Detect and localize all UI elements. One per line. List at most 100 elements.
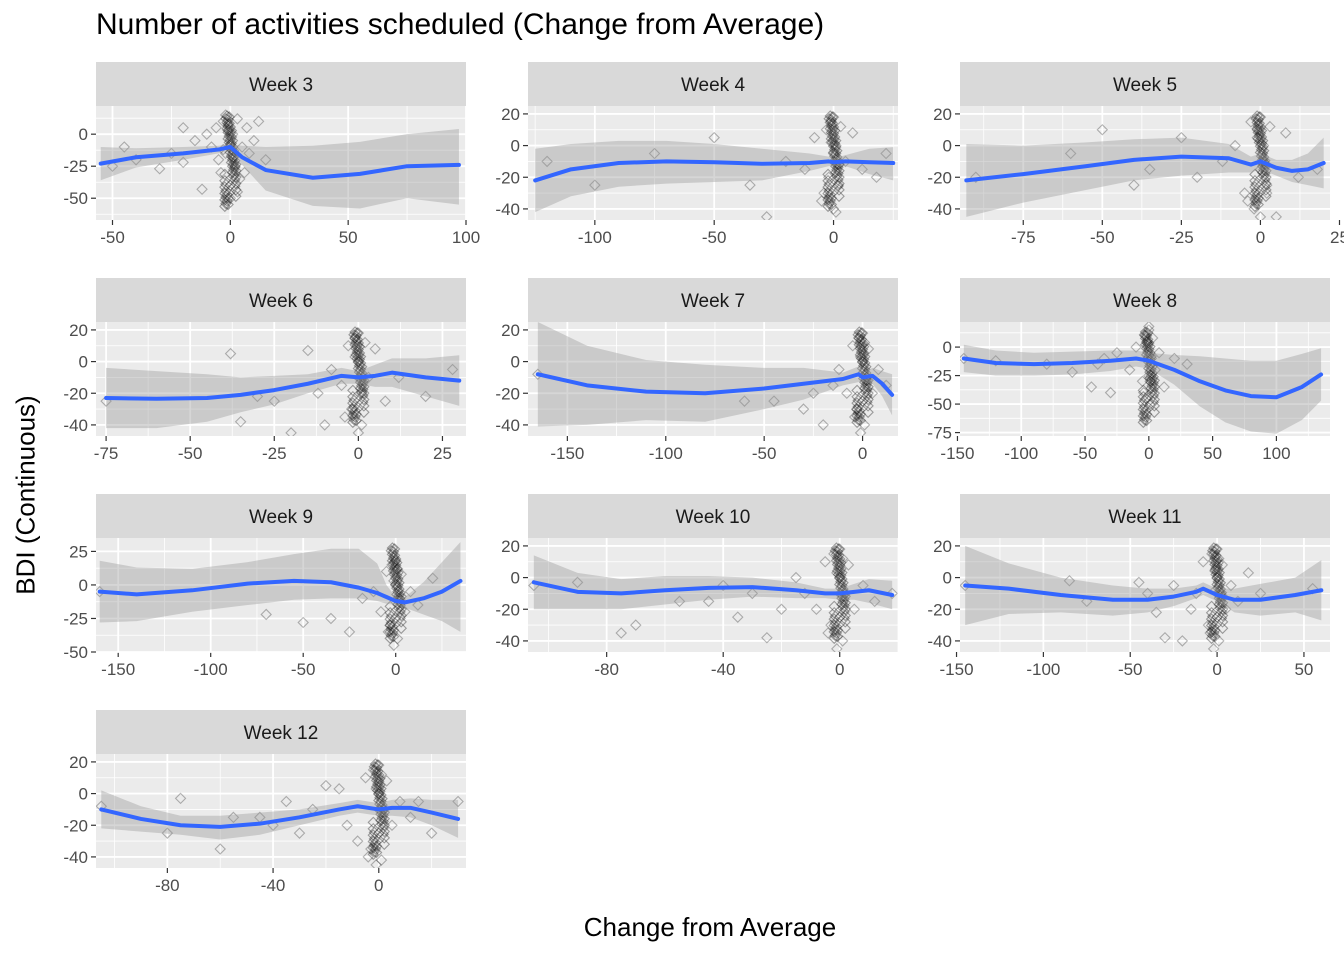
data-point [1249, 200, 1261, 213]
data-point [832, 174, 844, 186]
data-point [833, 572, 846, 584]
data-point [1210, 562, 1222, 574]
data-point [1249, 187, 1261, 200]
x-tick-label: 100 [452, 228, 480, 247]
data-point [1249, 194, 1261, 206]
data-point [224, 127, 237, 140]
data-point [827, 146, 840, 159]
panel-background [96, 106, 466, 220]
data-point [378, 825, 391, 838]
data-point [830, 620, 843, 633]
data-point [392, 579, 404, 592]
data-point [829, 134, 842, 147]
data-point [856, 163, 868, 176]
data-point [369, 764, 382, 777]
data-point [392, 566, 404, 579]
data-point [230, 190, 242, 203]
data-point [219, 147, 232, 160]
data-point [1252, 126, 1265, 139]
data-point [362, 851, 374, 863]
confidence-ribbon [966, 137, 1324, 217]
data-point [836, 566, 848, 579]
confidence-ribbon [537, 322, 893, 427]
data-point [259, 154, 272, 166]
data-point [375, 802, 387, 814]
data-point [870, 171, 883, 184]
data-point [1144, 340, 1156, 353]
data-point [855, 333, 868, 346]
data-point [268, 395, 281, 407]
data-point [1212, 569, 1224, 582]
data-point [347, 391, 359, 403]
data-point [854, 414, 867, 427]
data-point [223, 117, 236, 130]
facet-panel: Week 11 -150 -100 -50 0 50 20 0 -20 -40 [927, 494, 1330, 679]
data-point [1209, 558, 1221, 571]
facet-strip-label: Week 5 [1113, 75, 1177, 96]
data-point [836, 579, 848, 592]
data-point [828, 600, 841, 613]
data-point [1138, 407, 1151, 419]
data-point [248, 134, 260, 147]
data-point [822, 168, 834, 181]
data-point [854, 329, 867, 342]
data-point [1147, 370, 1160, 383]
data-point [1145, 370, 1157, 382]
data-point [829, 160, 842, 172]
y-tick-label: -20 [63, 384, 88, 403]
data-point [852, 407, 864, 419]
data-point [1207, 643, 1220, 652]
data-point [350, 414, 362, 427]
data-point [386, 627, 399, 639]
data-point [325, 612, 337, 625]
data-point [828, 124, 841, 137]
facet-strip-label: Week 3 [249, 75, 313, 96]
facet-strip [960, 62, 1330, 106]
data-point [1096, 123, 1109, 136]
x-tick-label: 50 [1294, 660, 1313, 679]
data-point [371, 778, 384, 790]
x-tick-label: -50 [1118, 660, 1143, 679]
data-point [394, 606, 406, 618]
data-point [220, 112, 232, 125]
data-point [392, 586, 404, 598]
data-point [1168, 352, 1181, 365]
data-point [1130, 341, 1142, 353]
data-point [222, 192, 234, 204]
y-tick-label: 0 [511, 569, 520, 588]
data-point [354, 363, 367, 376]
data-point [1250, 112, 1262, 125]
data-point [379, 395, 392, 407]
data-point [1229, 139, 1241, 152]
data-point [1191, 171, 1203, 184]
data-point [370, 840, 383, 852]
data-point [369, 343, 381, 355]
data-point [829, 141, 842, 153]
data-point [370, 781, 383, 793]
data-point [1255, 124, 1268, 137]
data-point [1111, 347, 1123, 359]
data-point [1253, 136, 1266, 149]
data-point [378, 819, 391, 831]
data-point [373, 827, 385, 839]
data-point [333, 783, 345, 795]
data-point [1249, 168, 1261, 181]
x-tick-label: 0 [1212, 660, 1221, 679]
data-point [391, 582, 403, 594]
data-point [221, 188, 233, 201]
data-point [827, 379, 839, 392]
data-point [1254, 163, 1267, 176]
data-point [832, 555, 845, 568]
facet-panel: Week 4 -100 -50 0 20 0 -20 -40 [495, 62, 898, 247]
data-point [196, 183, 208, 196]
data-point [835, 569, 847, 582]
data-point [224, 347, 237, 360]
data-point [1146, 332, 1159, 344]
y-tick-label: 20 [501, 105, 520, 124]
data-point [371, 765, 384, 778]
data-point [153, 162, 166, 175]
x-tick-label: 25 [1330, 228, 1344, 247]
data-point [351, 339, 364, 352]
data-point [349, 404, 361, 417]
data-point [1167, 579, 1180, 592]
